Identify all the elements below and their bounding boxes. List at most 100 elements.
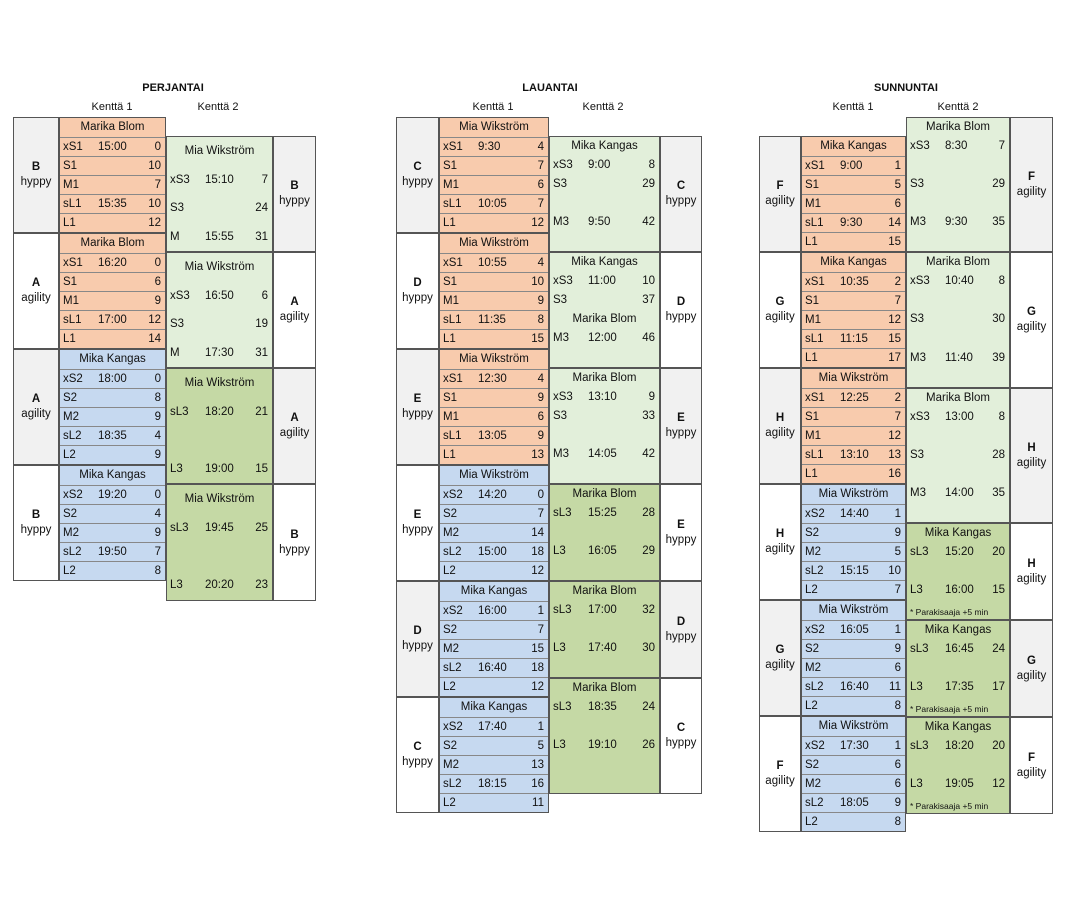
class-row: sL2 19:50 7 xyxy=(60,542,165,562)
entry-count: 32 xyxy=(642,604,655,616)
parakisaaja-note: * Parakisaaja +5 min xyxy=(910,801,989,811)
entry-count: 12 xyxy=(148,314,161,326)
start-time: 8:30 xyxy=(945,140,968,152)
size-class: L2 xyxy=(805,584,818,596)
judge-name: Mia Wikström xyxy=(459,121,529,133)
class-row: xS2 17:30 1 xyxy=(802,736,905,756)
start-time: 19:10 xyxy=(588,739,617,751)
size-class: xS3 xyxy=(910,411,930,423)
size-class: L1 xyxy=(63,217,76,229)
class-row: L2 7 xyxy=(802,580,905,600)
start-time: 10:05 xyxy=(478,198,507,210)
start-time: 10:35 xyxy=(840,276,869,288)
entry-count: 0 xyxy=(154,373,161,385)
class-row: L3 17:40 30 xyxy=(550,639,659,658)
start-time: 15:25 xyxy=(588,507,617,519)
class-row: S3 30 xyxy=(907,310,1009,329)
start-time: 20:20 xyxy=(205,579,234,592)
class-type: agility xyxy=(1016,456,1047,469)
size-class: sL2 xyxy=(63,546,82,558)
field2-group: Marika Blom xS3 8:30 7 S3 29 M3 9:30 35 xyxy=(906,117,1010,252)
entry-count: 7 xyxy=(261,173,268,186)
start-time: 19:20 xyxy=(98,489,127,501)
entry-count: 13 xyxy=(531,759,544,771)
judge-name: Marika Blom xyxy=(572,682,637,694)
entry-count: 12 xyxy=(888,430,901,442)
judge-name: Mia Wikström xyxy=(184,261,255,273)
size-class: S1 xyxy=(443,392,458,404)
size-class: sL2 xyxy=(443,662,462,674)
entry-count: 24 xyxy=(992,643,1005,655)
judge-name: Marika Blom xyxy=(572,488,637,500)
entry-count: 15 xyxy=(888,236,901,248)
class-type: agility xyxy=(1016,669,1047,682)
start-time: 18:05 xyxy=(840,797,869,809)
class-row: sL3 15:20 20 xyxy=(907,543,1009,562)
class-row: S2 9 xyxy=(802,639,905,659)
entry-count: 7 xyxy=(894,584,901,596)
entry-count: 8 xyxy=(537,314,544,326)
size-class: xS2 xyxy=(63,489,83,501)
size-class: sL3 xyxy=(910,643,929,655)
class-row: L1 13 xyxy=(440,445,548,465)
class-row: sL2 18:35 4 xyxy=(60,426,165,446)
class-type: agility xyxy=(279,311,310,323)
class-row: sL3 19:45 25 xyxy=(167,514,272,543)
class-letter: C xyxy=(676,722,686,734)
judge-name: Mika Kangas xyxy=(571,256,638,268)
class-row: L2 8 xyxy=(802,696,905,716)
class-row: L2 8 xyxy=(60,561,165,581)
start-time: 16:05 xyxy=(840,624,869,636)
class-row: S3 24 xyxy=(167,194,272,223)
size-class: S1 xyxy=(805,411,820,423)
start-time: 17:30 xyxy=(205,346,234,359)
size-class: S2 xyxy=(805,759,820,771)
entry-count: 7 xyxy=(894,295,901,307)
size-class: L2 xyxy=(63,565,76,577)
entry-count: 28 xyxy=(992,449,1005,461)
class-row: M1 9 xyxy=(440,291,548,311)
class-row: L2 12 xyxy=(440,677,548,697)
day-title: PERJANTAI xyxy=(142,82,204,94)
entry-count: 7 xyxy=(154,179,161,191)
entry-count: 14 xyxy=(531,527,544,539)
start-time: 12:25 xyxy=(840,392,869,404)
size-class: M2 xyxy=(443,527,459,539)
size-class: sL3 xyxy=(910,740,929,752)
class-type: agility xyxy=(765,543,795,555)
class-letter: D xyxy=(413,277,422,289)
size-class: S1 xyxy=(443,160,458,172)
class-row: S1 10 xyxy=(440,272,548,292)
size-class: sL1 xyxy=(63,198,82,210)
entry-count: 6 xyxy=(537,411,544,423)
start-time: 14:20 xyxy=(478,489,507,501)
size-class: xS1 xyxy=(63,141,83,153)
entry-count: 5 xyxy=(894,546,901,558)
field1-group: Mia Wikström xS2 14:40 1 S2 9 M2 5 sL2 15:15 10 L2 7 xyxy=(801,484,906,600)
class-letter: F xyxy=(1027,751,1036,764)
class-row: M2 9 xyxy=(60,523,165,543)
class-type: hyppy xyxy=(20,176,52,188)
entry-count: 5 xyxy=(894,179,901,191)
size-class: M2 xyxy=(805,778,821,790)
class-row: M 15:55 31 xyxy=(167,223,272,252)
size-class: sL3 xyxy=(553,604,572,616)
class-letter: A xyxy=(31,393,41,405)
class-row: M1 6 xyxy=(440,175,548,195)
size-class: S2 xyxy=(443,508,458,520)
start-time: 13:05 xyxy=(478,430,507,442)
class-letter: C xyxy=(413,741,422,753)
size-class: M2 xyxy=(63,527,79,539)
size-class: S3 xyxy=(553,178,568,190)
class-row: sL1 17:00 12 xyxy=(60,310,165,330)
size-class: L2 xyxy=(443,681,456,693)
